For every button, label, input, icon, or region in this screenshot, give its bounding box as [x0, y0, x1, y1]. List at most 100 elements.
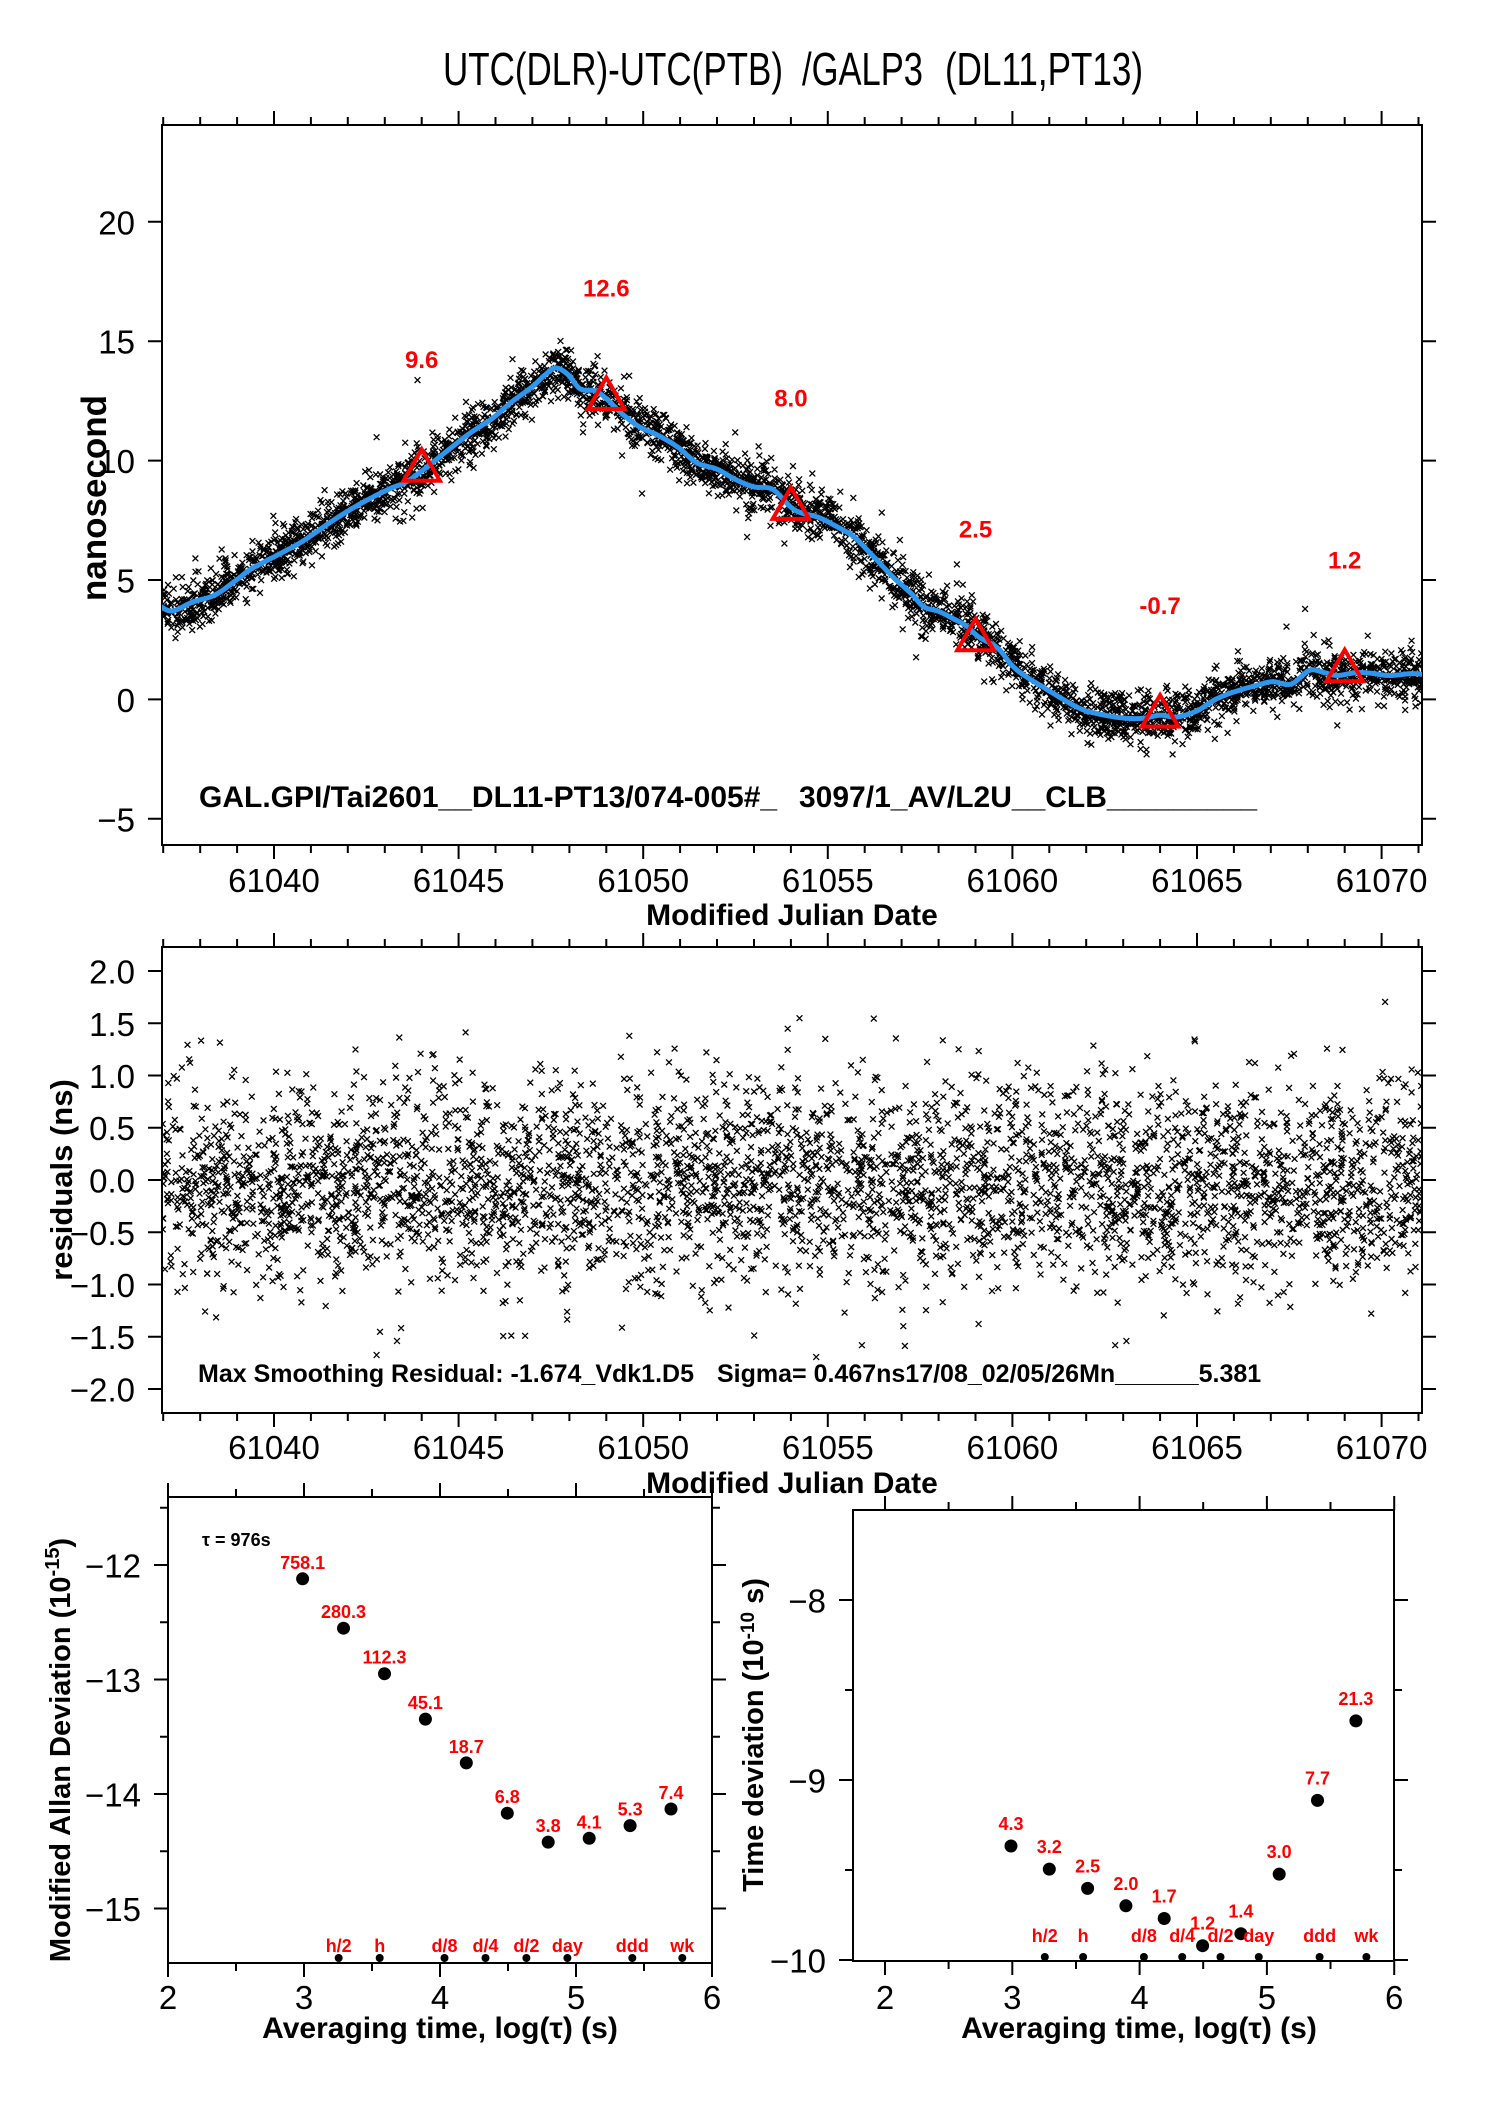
svg-text:5.3: 5.3: [618, 1800, 643, 1820]
svg-text:1.5: 1.5: [89, 1006, 135, 1043]
svg-text:−0.5: −0.5: [70, 1215, 135, 1252]
svg-text:−13: −13: [85, 1662, 141, 1699]
svg-text:7.7: 7.7: [1305, 1768, 1330, 1788]
svg-text:61070: 61070: [1336, 862, 1428, 899]
svg-text:6: 6: [703, 1979, 721, 2016]
svg-text:1.4: 1.4: [1228, 1902, 1253, 1922]
svg-text:(DL11,PT13): (DL11,PT13): [945, 43, 1143, 95]
svg-text:61050: 61050: [597, 862, 689, 899]
svg-text:2: 2: [159, 1979, 177, 2016]
svg-text:45.1: 45.1: [408, 1693, 443, 1713]
svg-text:8.0: 8.0: [774, 385, 807, 412]
svg-text:−9: −9: [788, 1763, 826, 1800]
svg-text:-0.7: -0.7: [1139, 593, 1180, 620]
svg-text:1.2: 1.2: [1190, 1914, 1215, 1934]
svg-text:h: h: [374, 1936, 385, 1956]
svg-text:3: 3: [295, 1979, 313, 2016]
svg-text:1.0: 1.0: [89, 1058, 135, 1095]
svg-text:3.8: 3.8: [536, 1816, 561, 1836]
svg-text:d/2: d/2: [1207, 1926, 1233, 1946]
svg-text:61045: 61045: [413, 1429, 505, 1466]
svg-text:day: day: [1243, 1926, 1274, 1946]
svg-text:61050: 61050: [597, 1429, 689, 1466]
svg-text:τ = 976s: τ = 976s: [202, 1530, 271, 1550]
svg-text:−5: −5: [97, 801, 135, 838]
svg-text:4: 4: [1130, 1979, 1148, 2016]
svg-text:nanosecond: nanosecond: [75, 395, 114, 601]
svg-text:61065: 61065: [1151, 1429, 1243, 1466]
svg-text:9.6: 9.6: [405, 347, 438, 374]
svg-text:−1.5: −1.5: [70, 1319, 135, 1356]
svg-text:Averaging time, log(τ) (s): Averaging time, log(τ) (s): [262, 2012, 618, 2045]
svg-text:−1.0: −1.0: [70, 1267, 135, 1304]
svg-text:5: 5: [117, 563, 135, 600]
svg-text:d/4: d/4: [1169, 1926, 1195, 1946]
svg-text:ddd: ddd: [1303, 1926, 1336, 1946]
svg-text:3: 3: [1003, 1979, 1021, 2016]
svg-text:GAL.GPI/Tai2601__DL11-PT13/074: GAL.GPI/Tai2601__DL11-PT13/074-005#_: [199, 781, 777, 814]
svg-text:Time deviation (10-10 s): Time deviation (10-10 s): [738, 1578, 770, 1892]
svg-text:Modified Allan Deviation (10-1: Modified Allan Deviation (10-15): [42, 1538, 77, 1962]
svg-text:10: 10: [98, 443, 135, 480]
svg-text:0.0: 0.0: [89, 1163, 135, 1200]
svg-text:ddd: ddd: [616, 1936, 649, 1956]
svg-text:wk: wk: [1353, 1926, 1379, 1946]
svg-text:d/8: d/8: [1131, 1926, 1157, 1946]
svg-text:0: 0: [117, 682, 135, 719]
svg-text:2.0: 2.0: [89, 954, 135, 991]
svg-text:2.5: 2.5: [959, 517, 992, 544]
svg-text:61065: 61065: [1151, 862, 1243, 899]
svg-text:20: 20: [98, 204, 135, 241]
svg-text:2.5: 2.5: [1075, 1856, 1100, 1876]
svg-text:61060: 61060: [967, 862, 1059, 899]
svg-text:6: 6: [1385, 1979, 1403, 2016]
svg-text:−12: −12: [85, 1548, 141, 1585]
svg-text:1.7: 1.7: [1152, 1887, 1177, 1907]
svg-text:6.8: 6.8: [495, 1787, 520, 1807]
svg-text:UTC(DLR)-UTC(PTB): UTC(DLR)-UTC(PTB): [443, 43, 783, 95]
svg-text:3.0: 3.0: [1267, 1842, 1292, 1862]
svg-text:0.5: 0.5: [89, 1110, 135, 1147]
svg-text:Modified Julian Date: Modified Julian Date: [646, 899, 938, 932]
svg-text:280.3: 280.3: [321, 1602, 366, 1622]
svg-text:15: 15: [98, 324, 135, 361]
svg-text:2: 2: [876, 1979, 894, 2016]
svg-text:12.6: 12.6: [583, 276, 630, 303]
svg-text:5: 5: [1258, 1979, 1276, 2016]
svg-text:day: day: [552, 1936, 583, 1956]
svg-text:61040: 61040: [228, 862, 320, 899]
svg-text:−8: −8: [788, 1583, 826, 1620]
svg-text:18.7: 18.7: [449, 1737, 484, 1757]
svg-text:−2.0: −2.0: [70, 1372, 135, 1409]
svg-text:−15: −15: [85, 1891, 141, 1928]
svg-text:2.0: 2.0: [1113, 1874, 1138, 1894]
svg-text:758.1: 758.1: [280, 1553, 325, 1573]
svg-text:61070: 61070: [1336, 1429, 1428, 1466]
svg-text:Max Smoothing Residual: -1.674: Max Smoothing Residual: -1.674_Vdk1.D5: [198, 1360, 694, 1388]
svg-text:h: h: [1078, 1926, 1089, 1946]
svg-text:61060: 61060: [967, 1429, 1059, 1466]
svg-text:/GALP3: /GALP3: [802, 43, 923, 95]
svg-text:residuals (ns): residuals (ns): [44, 1079, 79, 1281]
svg-text:d/2: d/2: [513, 1936, 539, 1956]
svg-text:Modified Julian Date: Modified Julian Date: [646, 1467, 938, 1500]
svg-text:7.4: 7.4: [658, 1783, 683, 1803]
svg-text:61040: 61040: [228, 1429, 320, 1466]
svg-text:4: 4: [431, 1979, 449, 2016]
svg-text:Sigma= 0.467ns17/08_02/05/26Mn: Sigma= 0.467ns17/08_02/05/26Mn______5.38…: [717, 1360, 1261, 1388]
svg-text:−10: −10: [770, 1943, 826, 1980]
svg-text:5: 5: [567, 1979, 585, 2016]
svg-text:61055: 61055: [782, 1429, 874, 1466]
svg-text:d/4: d/4: [472, 1936, 498, 1956]
svg-text:112.3: 112.3: [362, 1648, 406, 1668]
svg-text:−14: −14: [85, 1777, 141, 1814]
svg-text:h/2: h/2: [1032, 1926, 1058, 1946]
svg-text:1.2: 1.2: [1328, 548, 1361, 575]
svg-text:4.1: 4.1: [577, 1812, 602, 1832]
svg-text:21.3: 21.3: [1338, 1689, 1373, 1709]
svg-text:3.2: 3.2: [1037, 1837, 1062, 1857]
svg-text:wk: wk: [669, 1936, 695, 1956]
svg-text:61045: 61045: [413, 862, 505, 899]
svg-text:3097/1_AV/L2U__CLB_________: 3097/1_AV/L2U__CLB_________: [799, 781, 1257, 814]
svg-text:4.3: 4.3: [998, 1814, 1023, 1834]
